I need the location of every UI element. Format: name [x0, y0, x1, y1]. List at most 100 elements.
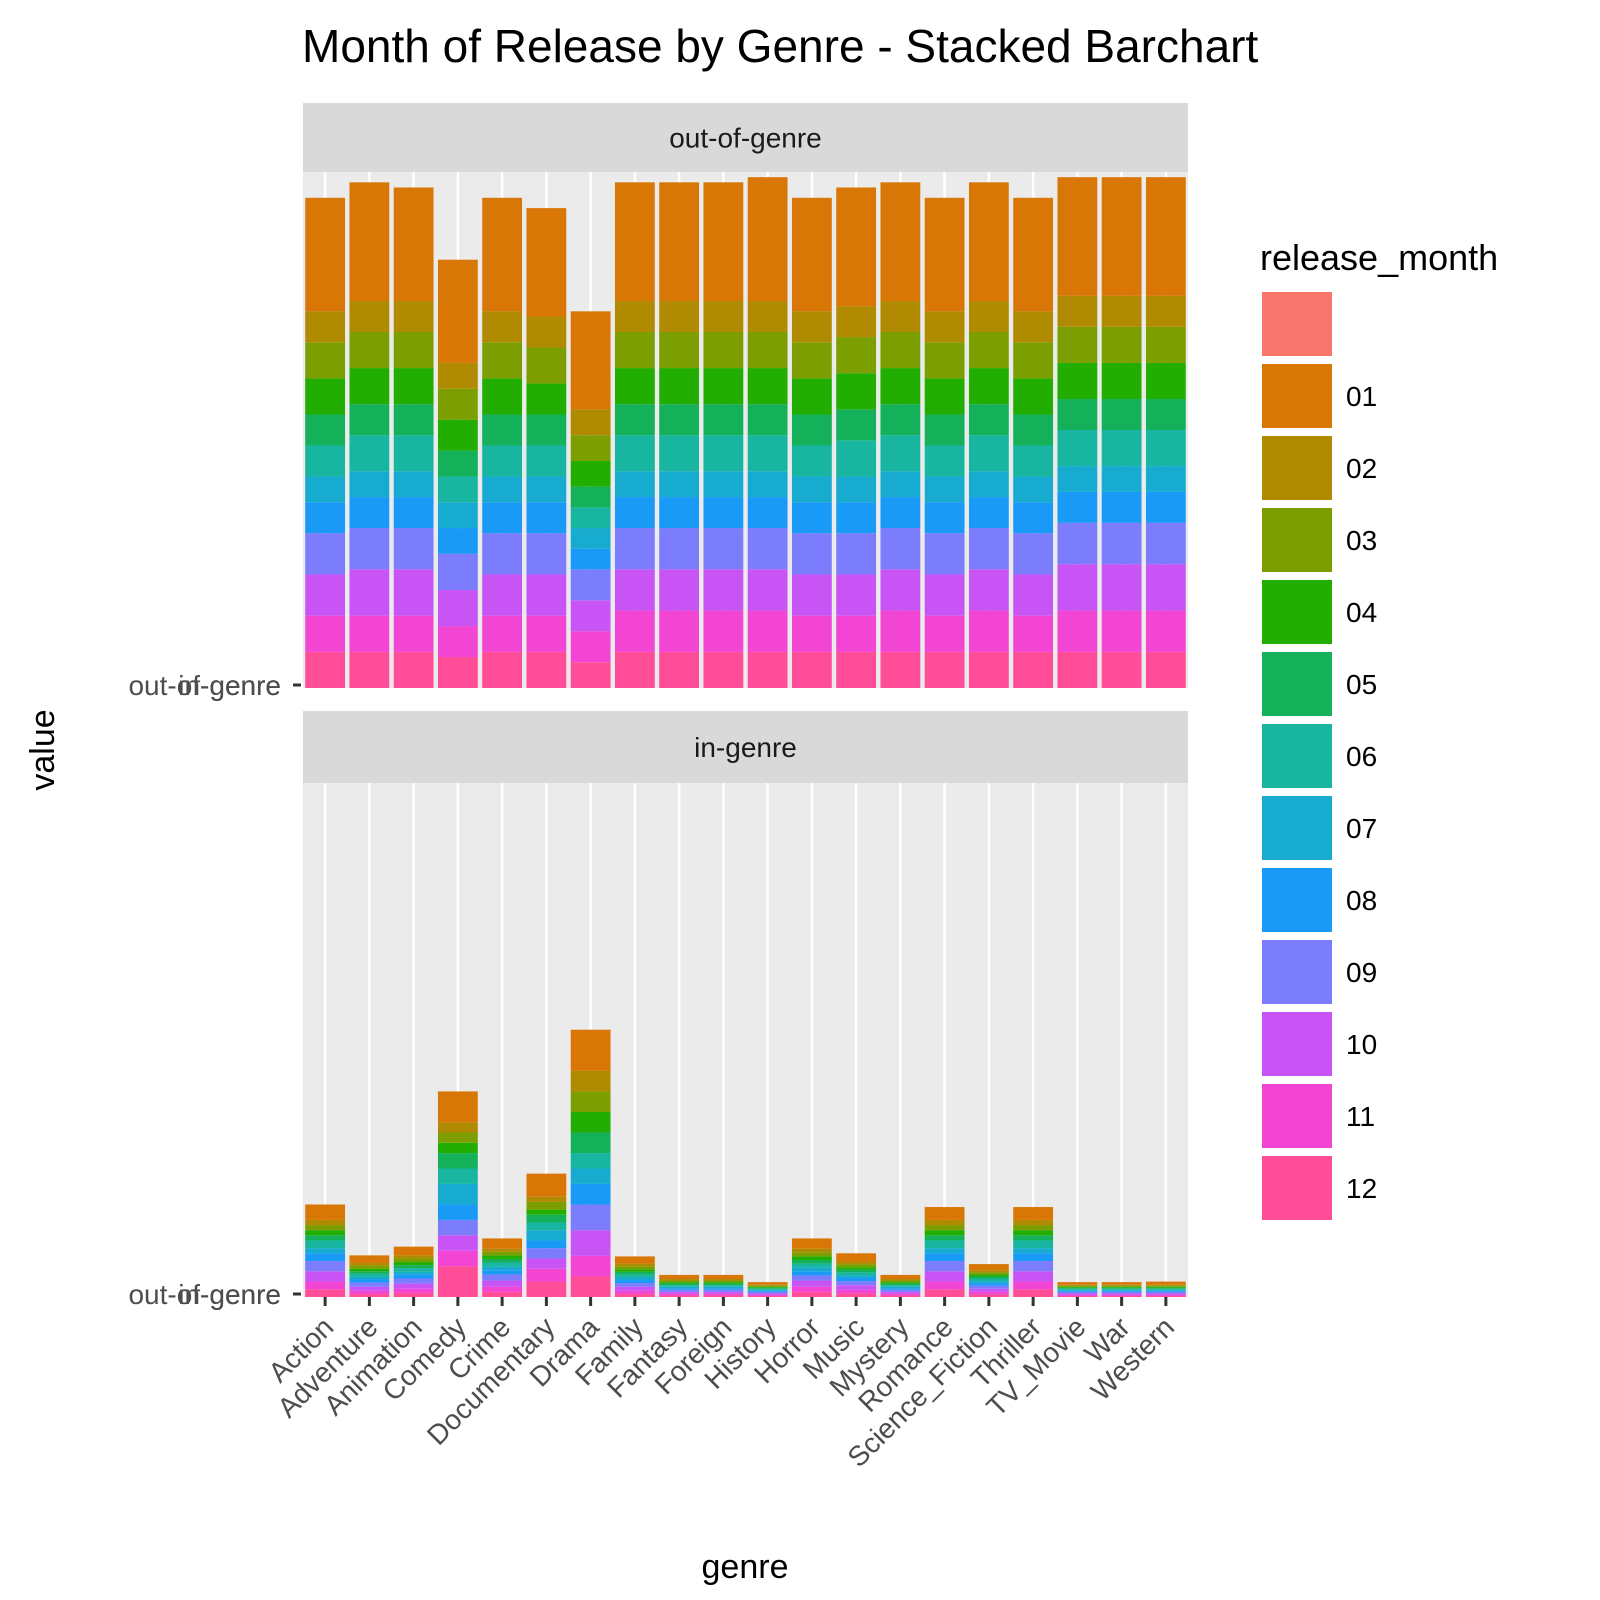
bar-segment-animation-10	[393, 1283, 434, 1289]
legend-key	[1262, 580, 1332, 644]
bar-segment-tv_movie-07	[1057, 1289, 1098, 1291]
bar-segment-music-01	[836, 187, 877, 307]
bar-segment-music-09	[836, 1281, 877, 1286]
bar-segment-war-06	[1101, 1288, 1142, 1290]
bar-segment-animation-12	[393, 651, 434, 688]
legend-key	[1262, 1084, 1332, 1148]
bar-segment-war-08	[1101, 1290, 1142, 1292]
bar-segment-war-04	[1101, 362, 1142, 400]
bar-segment-mystery-07	[880, 471, 921, 498]
bar-segment-family-08	[614, 1280, 655, 1284]
bar-segment-comedy-02	[437, 1122, 478, 1133]
bar-segment-horror-09	[791, 1275, 832, 1281]
bar-segment-documentary-01	[526, 208, 567, 317]
bar-segment-crime-08	[482, 502, 523, 534]
y-tick-label: out-of-genre	[128, 670, 281, 701]
bar-segment-thriller-09	[1013, 1261, 1054, 1272]
bar-segment-drama-12	[570, 1276, 611, 1297]
bar-segment-war-03	[1101, 1285, 1142, 1287]
bar-segment-history-04	[747, 368, 788, 405]
bar-segment-crime-01	[482, 1238, 523, 1249]
bar-segment-mystery-10	[880, 569, 921, 611]
bar-segment-horror-11	[791, 615, 832, 652]
bar-segment-foreign-03	[703, 1280, 744, 1283]
bar-segment-science_fiction-09	[968, 1285, 1009, 1289]
bar-segment-documentary-09	[526, 533, 567, 575]
bar-segment-documentary-09	[526, 1248, 567, 1259]
bar-segment-mystery-05	[880, 1283, 921, 1286]
legend-key	[1262, 724, 1332, 788]
bar-segment-music-12	[836, 651, 877, 688]
bar-segment-crime-09	[482, 1274, 523, 1281]
bar-segment-war-11	[1101, 1294, 1142, 1296]
bar-segment-mystery-07	[880, 1286, 921, 1289]
bar-segment-documentary-03	[526, 347, 567, 384]
bar-segment-action-01	[305, 197, 346, 312]
bar-segment-mystery-08	[880, 497, 921, 529]
bar-segment-western-09	[1145, 522, 1186, 565]
bar-segment-family-04	[614, 1269, 655, 1272]
legend-key	[1262, 796, 1332, 860]
bar-segment-foreign-02	[703, 301, 744, 332]
bar-segment-thriller-04	[1013, 1230, 1054, 1236]
bar-segment-adventure-02	[349, 1263, 390, 1266]
bar-segment-mystery-11	[880, 610, 921, 652]
bar-segment-horror-10	[791, 1280, 832, 1287]
bar-segment-history-03	[747, 1285, 788, 1287]
bar-segment-comedy-05	[437, 450, 478, 477]
bar-segment-mystery-09	[880, 1289, 921, 1292]
bar-segment-mystery-02	[880, 301, 921, 332]
bar-segment-mystery-01	[880, 182, 921, 301]
bar-segment-comedy-02	[437, 362, 478, 389]
bar-segment-horror-09	[791, 533, 832, 575]
bar-segment-comedy-07	[437, 1183, 478, 1205]
bar-segment-animation-08	[393, 1274, 434, 1279]
bar-segment-romance-06	[924, 445, 965, 477]
bar-segment-war-02	[1101, 295, 1142, 327]
bar-segment-science_fiction-04	[968, 368, 1009, 405]
bar-segment-foreign-09	[703, 528, 744, 570]
bar-segment-thriller-03	[1013, 1225, 1054, 1231]
bar-segment-documentary-12	[526, 1281, 567, 1297]
bar-segment-fantasy-11	[659, 1293, 700, 1296]
bar-segment-romance-05	[924, 414, 965, 446]
bar-segment-comedy-03	[437, 388, 478, 420]
bar-segment-fantasy-01	[659, 182, 700, 301]
y-axis-title: value	[24, 709, 62, 790]
bar-segment-comedy-06	[437, 1168, 478, 1184]
bar-segment-adventure-12	[349, 1293, 390, 1297]
bar-segment-mystery-04	[880, 368, 921, 405]
bar-segment-animation-08	[393, 497, 434, 529]
panel-background	[303, 172, 1188, 688]
bar-segment-foreign-02	[703, 1279, 744, 1281]
bar-segment-comedy-12	[437, 657, 478, 688]
bar-segment-crime-11	[482, 1286, 523, 1292]
bar-segment-history-05	[747, 404, 788, 436]
bar-segment-western-08	[1145, 491, 1186, 523]
bar-segment-history-06	[747, 435, 788, 472]
legend-label: 01	[1346, 381, 1377, 412]
bar-segment-documentary-06	[526, 1222, 567, 1231]
legend-key	[1262, 1156, 1332, 1220]
bar-segment-crime-02	[482, 311, 523, 343]
legend-label: 07	[1346, 813, 1377, 844]
bar-segment-documentary-04	[526, 383, 567, 415]
bar-segment-drama-11	[570, 631, 611, 663]
bar-segment-horror-08	[791, 1271, 832, 1276]
bar-segment-documentary-10	[526, 1258, 567, 1269]
bar-segment-crime-05	[482, 414, 523, 446]
bar-segment-action-06	[305, 1240, 346, 1249]
bar-segment-fantasy-05	[659, 404, 700, 436]
bar-segment-romance-10	[924, 1271, 965, 1282]
bar-segment-crime-11	[482, 615, 523, 652]
legend-key	[1262, 436, 1332, 500]
bar-segment-western-12	[1145, 651, 1186, 688]
bar-segment-fantasy-03	[659, 331, 700, 369]
bar-segment-comedy-11	[437, 626, 478, 658]
bar-segment-history-02	[747, 301, 788, 332]
bar-segment-horror-05	[791, 414, 832, 446]
bar-segment-adventure-06	[349, 435, 390, 472]
bar-segment-documentary-08	[526, 502, 567, 534]
bar-segment-music-05	[836, 409, 877, 441]
bar-segment-romance-04	[924, 378, 965, 415]
